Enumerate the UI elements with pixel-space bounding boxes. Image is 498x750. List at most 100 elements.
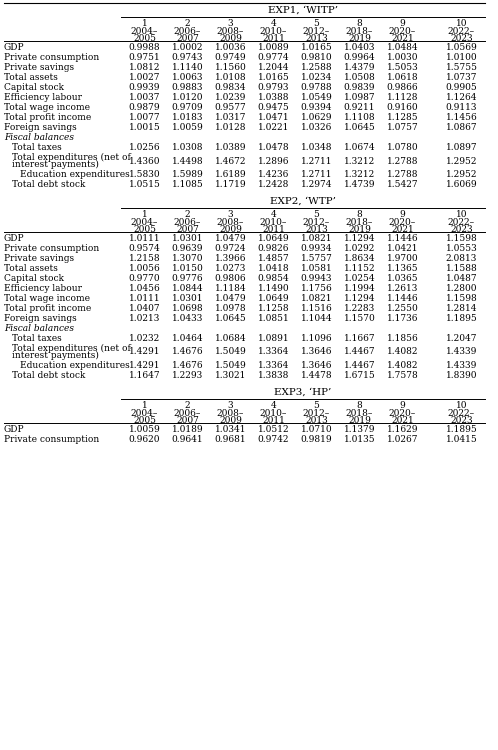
- Text: Total debt stock: Total debt stock: [12, 371, 85, 380]
- Text: 1.0108: 1.0108: [215, 73, 247, 82]
- Text: 2006–: 2006–: [174, 27, 201, 36]
- Text: 1.9700: 1.9700: [386, 254, 418, 263]
- Text: 1.1756: 1.1756: [301, 284, 332, 293]
- Text: Foreign savings: Foreign savings: [4, 314, 77, 323]
- Text: 1.1264: 1.1264: [446, 93, 477, 102]
- Text: Capital stock: Capital stock: [4, 83, 64, 92]
- Text: 1.4478: 1.4478: [301, 371, 332, 380]
- Text: 2008–: 2008–: [217, 409, 244, 418]
- Text: 0.9964: 0.9964: [344, 53, 375, 62]
- Text: Total profit income: Total profit income: [4, 113, 91, 122]
- Text: 1.4739: 1.4739: [344, 180, 375, 189]
- Text: 0.9577: 0.9577: [215, 103, 247, 112]
- Text: 1.3838: 1.3838: [258, 371, 289, 380]
- Text: EXP1, ‘WITP’: EXP1, ‘WITP’: [268, 6, 338, 15]
- Text: Efficiency labour: Efficiency labour: [4, 284, 82, 293]
- Text: 0.9681: 0.9681: [215, 435, 247, 444]
- Text: 1.0674: 1.0674: [344, 143, 375, 152]
- Text: 1.1895: 1.1895: [446, 314, 478, 323]
- Text: 0.9620: 0.9620: [129, 435, 160, 444]
- Text: 0.9770: 0.9770: [128, 274, 160, 283]
- Text: 4: 4: [270, 401, 276, 410]
- Text: 1.0254: 1.0254: [344, 274, 375, 283]
- Text: 1.0002: 1.0002: [172, 43, 203, 52]
- Text: Total assets: Total assets: [4, 73, 58, 82]
- Text: 10: 10: [456, 210, 467, 219]
- Text: 0.9988: 0.9988: [128, 43, 160, 52]
- Text: 1: 1: [141, 210, 147, 219]
- Text: 1.0737: 1.0737: [446, 73, 477, 82]
- Text: 0.9879: 0.9879: [128, 103, 160, 112]
- Text: 0.9826: 0.9826: [258, 244, 289, 253]
- Text: 1.0183: 1.0183: [172, 113, 203, 122]
- Text: 1.0301: 1.0301: [172, 234, 203, 243]
- Text: 1.1128: 1.1128: [387, 93, 418, 102]
- Text: 1.0987: 1.0987: [344, 93, 375, 102]
- Text: 1.5989: 1.5989: [172, 170, 203, 179]
- Text: 1.0812: 1.0812: [129, 63, 160, 72]
- Text: 0.9724: 0.9724: [215, 244, 246, 253]
- Text: 10: 10: [456, 19, 467, 28]
- Text: 1.1598: 1.1598: [446, 294, 478, 303]
- Text: 1.1365: 1.1365: [386, 264, 418, 273]
- Text: 1.5049: 1.5049: [215, 361, 247, 370]
- Text: 1.0515: 1.0515: [128, 180, 160, 189]
- Text: 1.1667: 1.1667: [344, 334, 375, 343]
- Text: 1: 1: [141, 19, 147, 28]
- Text: 1.0512: 1.0512: [257, 425, 289, 434]
- Text: 1.1446: 1.1446: [386, 234, 418, 243]
- Text: 1.1294: 1.1294: [344, 234, 375, 243]
- Text: 1.0553: 1.0553: [446, 244, 478, 253]
- Text: 2011: 2011: [262, 416, 285, 425]
- Text: 8: 8: [357, 19, 363, 28]
- Text: 1.0341: 1.0341: [215, 425, 246, 434]
- Text: 2: 2: [185, 401, 190, 410]
- Text: 0.9211: 0.9211: [344, 103, 375, 112]
- Text: 2021: 2021: [391, 416, 414, 425]
- Text: 1.0478: 1.0478: [257, 143, 289, 152]
- Text: 2010–: 2010–: [260, 409, 287, 418]
- Text: 0.9743: 0.9743: [172, 53, 203, 62]
- Text: 0.9939: 0.9939: [129, 83, 160, 92]
- Text: 1.3364: 1.3364: [258, 361, 289, 370]
- Text: 1.2613: 1.2613: [387, 284, 418, 293]
- Text: 1.0484: 1.0484: [386, 43, 418, 52]
- Text: 1.4672: 1.4672: [215, 157, 246, 166]
- Text: 1.0978: 1.0978: [215, 304, 247, 313]
- Text: Private consumption: Private consumption: [4, 435, 99, 444]
- Text: 1.0348: 1.0348: [301, 143, 332, 152]
- Text: Capital stock: Capital stock: [4, 274, 64, 283]
- Text: 2005: 2005: [133, 225, 156, 234]
- Text: 10: 10: [456, 401, 467, 410]
- Text: 1.0867: 1.0867: [446, 123, 477, 132]
- Text: 1.2800: 1.2800: [446, 284, 477, 293]
- Text: 2019: 2019: [348, 225, 371, 234]
- Text: 2009: 2009: [219, 34, 242, 43]
- Text: Foreign savings: Foreign savings: [4, 123, 77, 132]
- Text: 0.9776: 0.9776: [172, 274, 203, 283]
- Text: 2013: 2013: [305, 416, 328, 425]
- Text: 0.9751: 0.9751: [128, 53, 160, 62]
- Text: EXP2, ‘WTP’: EXP2, ‘WTP’: [270, 197, 336, 206]
- Text: 1.0418: 1.0418: [257, 264, 289, 273]
- Text: 1.5427: 1.5427: [386, 180, 418, 189]
- Text: 1.1285: 1.1285: [386, 113, 418, 122]
- Text: 0.9774: 0.9774: [257, 53, 289, 62]
- Text: 0.9749: 0.9749: [215, 53, 247, 62]
- Text: 1: 1: [141, 401, 147, 410]
- Text: 1.0267: 1.0267: [387, 435, 418, 444]
- Text: 4: 4: [270, 19, 276, 28]
- Text: 1.2896: 1.2896: [258, 157, 289, 166]
- Text: 1.0213: 1.0213: [129, 314, 160, 323]
- Text: 1.2788: 1.2788: [387, 170, 418, 179]
- Text: 2012–: 2012–: [303, 218, 330, 227]
- Text: 1.1994: 1.1994: [344, 284, 375, 293]
- Text: 1.0569: 1.0569: [446, 43, 478, 52]
- Text: 1.2044: 1.2044: [258, 63, 289, 72]
- Text: 1.0649: 1.0649: [257, 234, 289, 243]
- Text: 1.0464: 1.0464: [172, 334, 203, 343]
- Text: 1.0757: 1.0757: [386, 123, 418, 132]
- Text: 2010–: 2010–: [260, 27, 287, 36]
- Text: 1.0221: 1.0221: [258, 123, 289, 132]
- Text: 2005: 2005: [133, 34, 156, 43]
